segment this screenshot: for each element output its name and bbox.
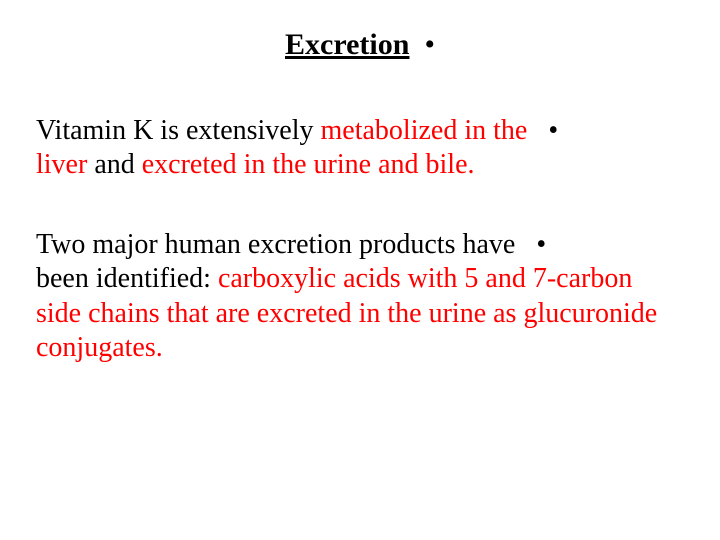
- p1-seg2: metabolized in the: [321, 115, 535, 146]
- title-spacer: [409, 28, 424, 61]
- paragraph-1: Vitamin K is extensively metabolized in …: [36, 114, 684, 182]
- slide-title-row: Excretion •: [36, 28, 684, 62]
- title-bullet-icon: •: [424, 28, 435, 62]
- p2-bullet-icon: •: [536, 228, 546, 262]
- p1-spacer: [534, 115, 548, 146]
- p2-spacer: [522, 229, 536, 260]
- p1-seg4: and: [94, 149, 141, 180]
- paragraph-2: Two major human excretion products have …: [36, 228, 684, 365]
- p1-seg1: Vitamin K is extensively: [36, 115, 321, 146]
- slide-title: Excretion: [285, 28, 409, 61]
- p1-seg3: liver: [36, 149, 94, 180]
- p1-seg5: excreted in the urine and bile.: [142, 149, 475, 180]
- p2-seg2: been identified:: [36, 263, 218, 294]
- p1-bullet-icon: •: [548, 114, 558, 148]
- slide: Excretion • Vitamin K is extensively met…: [0, 0, 720, 540]
- p2-seg1: Two major human excretion products have: [36, 229, 522, 260]
